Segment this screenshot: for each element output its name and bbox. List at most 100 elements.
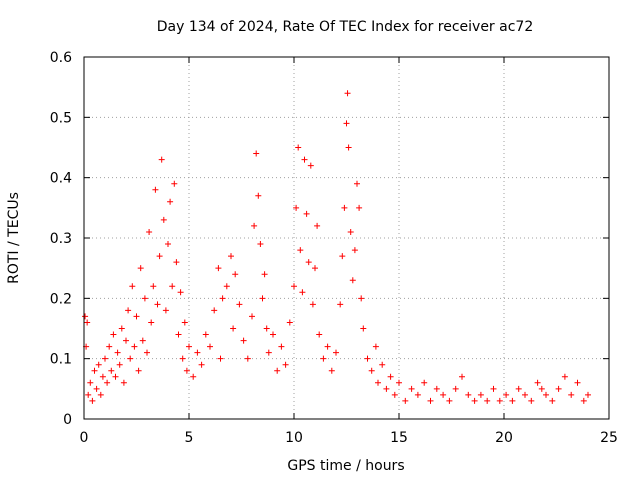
data-point — [356, 204, 363, 211]
data-point — [244, 355, 251, 362]
data-point — [181, 319, 188, 326]
data-point — [339, 253, 346, 260]
data-point — [543, 391, 549, 398]
data-point — [293, 204, 300, 211]
data-point — [154, 301, 161, 308]
data-point — [337, 301, 344, 308]
data-point — [351, 247, 358, 254]
x-tick-label: 10 — [285, 430, 303, 446]
data-point — [459, 373, 465, 380]
data-point — [108, 367, 115, 374]
data-point — [137, 265, 144, 272]
data-point — [162, 307, 169, 314]
data-point — [585, 391, 591, 398]
axis-ticks — [83, 56, 610, 420]
x-tick-label: 20 — [495, 430, 513, 446]
grid-lines — [84, 57, 609, 419]
data-point — [102, 355, 108, 362]
data-point — [135, 367, 142, 374]
data-point — [391, 391, 398, 398]
data-point — [104, 379, 111, 386]
data-point — [141, 295, 148, 302]
data-point — [228, 253, 234, 260]
data-point — [169, 283, 176, 290]
data-point — [89, 397, 96, 404]
data-point — [217, 355, 224, 362]
data-point — [152, 186, 159, 193]
data-point — [309, 301, 316, 308]
data-point — [139, 337, 146, 344]
data-point — [165, 241, 171, 248]
data-point — [341, 204, 348, 211]
data-point — [207, 343, 213, 350]
data-point — [263, 325, 270, 332]
data-point — [87, 379, 94, 386]
data-point — [427, 397, 434, 404]
plot-frame — [83, 56, 610, 420]
data-point — [156, 253, 163, 260]
data-point — [232, 271, 239, 278]
y-tick-label: 0.6 — [50, 50, 72, 66]
data-point — [343, 120, 350, 127]
data-point — [364, 355, 371, 362]
data-point — [328, 367, 335, 374]
data-point — [150, 283, 157, 290]
y-axis-label: ROTI / TECUs — [6, 192, 22, 284]
data-point — [179, 355, 186, 362]
data-point — [118, 325, 125, 332]
data-point — [295, 144, 302, 151]
data-point — [383, 385, 390, 392]
data-point — [471, 397, 478, 404]
data-point — [408, 385, 415, 392]
data-point — [127, 355, 134, 362]
data-point — [95, 361, 102, 368]
data-point — [396, 379, 402, 386]
data-point — [515, 385, 522, 392]
data-point — [129, 283, 136, 290]
data-point — [433, 385, 440, 392]
data-point — [568, 391, 575, 398]
data-point — [177, 289, 184, 296]
data-point — [215, 265, 222, 272]
data-point — [358, 295, 365, 302]
data-point — [509, 397, 516, 404]
data-point — [312, 265, 318, 272]
data-point — [183, 367, 190, 374]
data-point — [282, 361, 289, 368]
data-point — [249, 313, 255, 320]
data-point — [414, 391, 421, 398]
data-point — [440, 391, 447, 398]
data-point — [97, 391, 104, 398]
data-point — [549, 397, 556, 404]
data-point — [297, 247, 304, 254]
data-point — [522, 391, 528, 398]
data-point — [123, 337, 129, 344]
data-point — [421, 379, 428, 386]
data-point — [186, 343, 192, 350]
data-point — [257, 241, 264, 248]
data-point — [270, 331, 276, 338]
data-point — [158, 156, 165, 163]
data-point — [251, 222, 258, 229]
data-point — [112, 373, 119, 380]
data-point — [202, 331, 209, 338]
data-point — [299, 289, 306, 296]
data-point — [125, 307, 132, 314]
data-point — [372, 343, 379, 350]
data-point — [171, 180, 178, 187]
data-point — [85, 391, 92, 398]
y-tick-label: 0 — [63, 412, 72, 428]
data-point — [274, 367, 281, 374]
data-point — [452, 385, 459, 392]
data-point — [528, 397, 535, 404]
x-tick-label: 5 — [185, 430, 194, 446]
x-tick-label: 0 — [80, 430, 89, 446]
data-point — [255, 192, 262, 199]
data-point — [316, 331, 323, 338]
data-point — [133, 313, 140, 320]
data-point — [144, 349, 150, 356]
data-point — [534, 379, 541, 386]
data-point — [305, 259, 312, 266]
data-point — [236, 301, 243, 308]
